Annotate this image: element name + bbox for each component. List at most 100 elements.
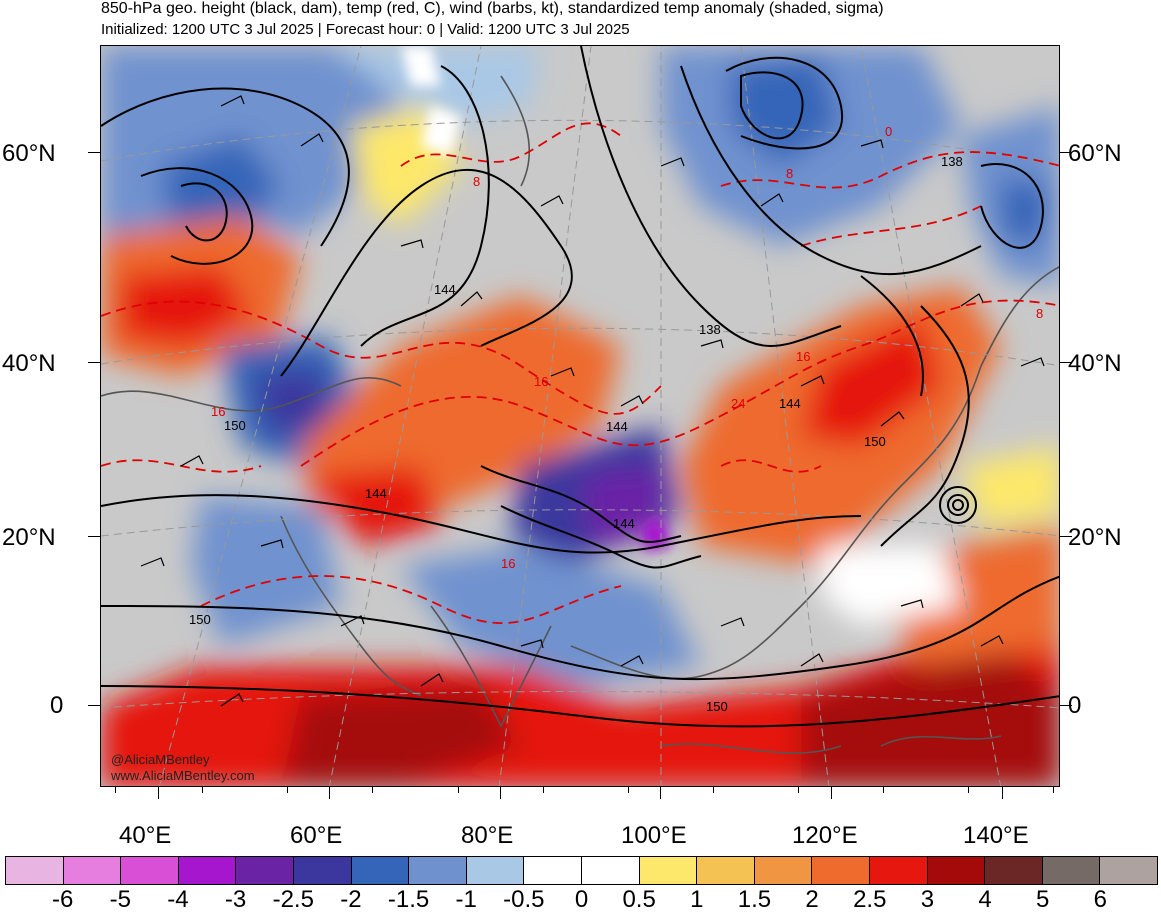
colorbar-label: 4 (978, 886, 992, 913)
contour-labels: 144 138 144 144 150 144 144 150 150 138 … (189, 124, 1043, 714)
coastlines (101, 75, 1059, 754)
lon-label-120e: 120°E (792, 822, 858, 849)
colorbar-label: -3 (224, 886, 247, 913)
map-title: 850-hPa geo. height (black, dam), temp (… (101, 0, 884, 17)
colorbar-swatch (466, 857, 525, 884)
colorbar-swatch (697, 857, 755, 884)
lon-label-100e: 100°E (621, 822, 687, 849)
colorbar-label: -6 (51, 886, 74, 913)
tick-mark (1060, 362, 1072, 363)
colorbar-swatch (1042, 857, 1101, 884)
temp-label: 16 (211, 404, 225, 419)
tick-mark (968, 787, 969, 793)
tick-mark (372, 787, 373, 793)
tick-mark (202, 787, 203, 793)
height-label: 144 (606, 419, 628, 434)
colorbar-swatch (6, 857, 64, 884)
colorbar-swatch (581, 857, 640, 884)
colorbar-swatch (869, 857, 928, 884)
colorbar-swatch (985, 857, 1043, 884)
colorbar-label: 1.5 (737, 886, 772, 913)
graticule (101, 46, 1059, 786)
temp-label: 0 (885, 124, 892, 139)
height-label: 144 (779, 396, 801, 411)
tick-mark (713, 787, 714, 793)
colorbar-swatch (812, 857, 870, 884)
colorbar-swatch (927, 857, 986, 884)
anomaly-detail (401, 46, 671, 551)
colorbar-label: 0 (574, 886, 589, 913)
colorbar-swatch (63, 857, 122, 884)
colorbar-swatch (351, 857, 410, 884)
temp-label: 8 (786, 166, 793, 181)
temp-label: 24 (731, 396, 745, 411)
map-canvas: 144 138 144 144 150 144 144 150 150 138 … (101, 46, 1059, 786)
tick-mark (88, 362, 100, 363)
colorbar-swatch (409, 857, 467, 884)
tick-mark (1060, 705, 1072, 706)
weather-map: 144 138 144 144 150 144 144 150 150 138 … (100, 45, 1060, 787)
tick-mark (883, 787, 884, 793)
tick-mark (1060, 536, 1072, 537)
tick-mark (543, 787, 544, 793)
tick-mark (158, 787, 159, 799)
map-subtitle: Initialized: 1200 UTC 3 Jul 2025 | Forec… (101, 21, 630, 38)
tick-mark (798, 787, 799, 793)
height-label: 138 (699, 322, 721, 337)
temp-label: 16 (501, 556, 515, 571)
tick-mark (458, 787, 459, 793)
lat-label-0-right: 0 (1068, 692, 1082, 719)
lat-label-20n-left: 20°N (2, 524, 56, 551)
colorbar-swatch (121, 857, 179, 884)
height-label: 144 (613, 516, 635, 531)
height-label: 150 (706, 699, 728, 714)
anomaly-colorbar (5, 856, 1158, 885)
colorbar-swatch (236, 857, 294, 884)
colorbar-label: 5 (1036, 886, 1050, 913)
colorbar-swatch (178, 857, 237, 884)
temp-label: 8 (1036, 306, 1043, 321)
colorbar-label: 1 (690, 886, 704, 913)
lon-label-140e: 140°E (963, 822, 1029, 849)
colorbar-label: -1.5 (387, 886, 430, 913)
colorbar-label: 3 (920, 886, 935, 913)
lat-label-40n-right: 40°N (1068, 350, 1122, 377)
lat-label-40n-left: 40°N (2, 350, 56, 377)
tick-mark (287, 787, 288, 793)
lon-label-60e: 60°E (290, 822, 343, 849)
tick-mark (1053, 787, 1054, 793)
height-label: 144 (434, 282, 456, 297)
tick-mark (88, 705, 100, 706)
height-label: 150 (189, 612, 211, 627)
tick-mark (329, 787, 330, 799)
colorbar-label: -2.5 (272, 886, 314, 913)
colorbar-label: 6 (1093, 886, 1108, 913)
height-label: 150 (224, 418, 246, 433)
tick-mark (628, 787, 629, 793)
credit-website: www.AliciaMBentley.com (111, 768, 255, 783)
lat-label-0-left: 0 (50, 692, 64, 719)
tick-mark (115, 787, 116, 793)
tick-mark (500, 787, 501, 799)
height-label: 138 (941, 154, 963, 169)
colorbar-label: -4 (167, 886, 189, 913)
colorbar-swatch (754, 857, 813, 884)
colorbar-label: 2 (805, 886, 819, 913)
lat-label-60n-left: 60°N (2, 140, 56, 167)
colorbar-swatch (1100, 857, 1157, 884)
temp-label: 16 (796, 349, 810, 364)
colorbar-label: -2 (340, 886, 362, 913)
temp-label: 8 (473, 174, 480, 189)
colorbar-label: -0.5 (503, 886, 545, 913)
colorbar-label: -1 (455, 886, 477, 913)
temperature-contours (101, 122, 1059, 624)
lat-label-20n-right: 20°N (1068, 524, 1122, 551)
tick-mark (1060, 152, 1072, 153)
credit-twitter: @AliciaMBentley (111, 752, 210, 767)
colorbar-swatch (293, 857, 352, 884)
height-label: 144 (365, 486, 387, 501)
colorbar-label: 0.5 (622, 886, 656, 913)
colorbar-label: -5 (109, 886, 131, 913)
lat-label-60n-right: 60°N (1068, 140, 1122, 167)
tick-mark (88, 536, 100, 537)
